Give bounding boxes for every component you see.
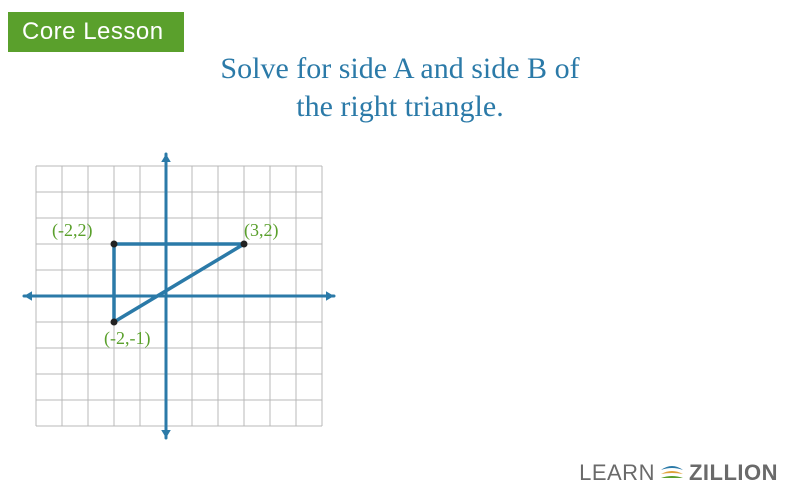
lesson-badge-text: Core Lesson (22, 18, 164, 45)
lesson-badge: Core Lesson (8, 12, 184, 52)
title-container: Solve for side A and side B of the right… (0, 50, 800, 125)
page-title: Solve for side A and side B of the right… (220, 50, 579, 125)
logo-text-left: LEARN (579, 460, 655, 486)
svg-text:(3,2): (3,2) (244, 220, 279, 241)
title-line-1: Solve for side A and side B of (220, 52, 579, 85)
coordinate-chart-svg: (-2,2) (3,2) (-2,-1) (20, 150, 350, 454)
coordinate-chart: (-2,2) (3,2) (-2,-1) (20, 150, 350, 459)
title-line-2: the right triangle. (296, 90, 503, 123)
svg-text:(-2,2): (-2,2) (52, 220, 92, 241)
svg-text:(-2,-1): (-2,-1) (104, 328, 150, 349)
logo-text-right: ZILLION (689, 460, 778, 486)
logo-globe-icon (659, 460, 685, 486)
learnzillion-logo: LEARN ZILLION (579, 460, 778, 486)
